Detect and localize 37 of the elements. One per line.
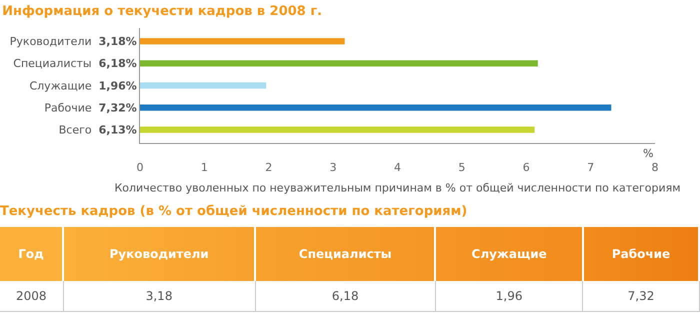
text: Год	[0, 227, 63, 281]
y-tick-label: Руководители	[10, 35, 92, 48]
bar	[140, 82, 266, 89]
category-label: Служащие	[435, 227, 583, 281]
data-label: 3,18%	[98, 35, 137, 48]
y-tick-label: Специалисты	[13, 57, 92, 70]
chart-title: Информация о текучести кадров в 2008 г.	[2, 4, 322, 19]
x-tick-label: 4	[394, 161, 401, 174]
data-label: 6,18%	[98, 57, 137, 70]
x-tick-label: 7	[587, 161, 594, 174]
text: 7,32	[628, 289, 654, 303]
text: 3,18	[146, 289, 172, 303]
x-tick-label: 5	[458, 161, 466, 174]
x-tick-label: 6	[522, 161, 530, 174]
x-tick-label: 1	[200, 161, 208, 174]
text: %	[643, 147, 654, 160]
x-tick-label: 2	[265, 161, 272, 174]
y-tick-label: Служащие	[29, 79, 92, 92]
x-tick-label: 0	[136, 161, 144, 174]
text: 6,18	[332, 289, 359, 303]
bar	[140, 126, 535, 133]
category-label: Специалисты	[255, 227, 436, 281]
data-label: 1,96%	[98, 79, 137, 92]
bar	[140, 60, 538, 66]
text: 2008	[0, 281, 63, 312]
x-tick-label: 3	[330, 161, 337, 174]
data-label: 7,32%	[98, 101, 137, 114]
category-label: Рабочие	[582, 227, 699, 281]
data-label: 6,13%	[98, 124, 137, 137]
x-axis-title: Количество уволенных по неуважительным причинам в % от общей численности по категориям	[114, 181, 681, 194]
x-tick-label: 8	[652, 161, 658, 174]
bar	[140, 104, 612, 111]
y-tick-label: Рабочие	[44, 101, 92, 114]
text: 1,96	[496, 289, 523, 303]
bar	[140, 38, 345, 44]
text: Текучесть кадров (в % от общей численности по категориям)	[0, 204, 468, 219]
y-tick-label: Всего	[58, 124, 92, 137]
